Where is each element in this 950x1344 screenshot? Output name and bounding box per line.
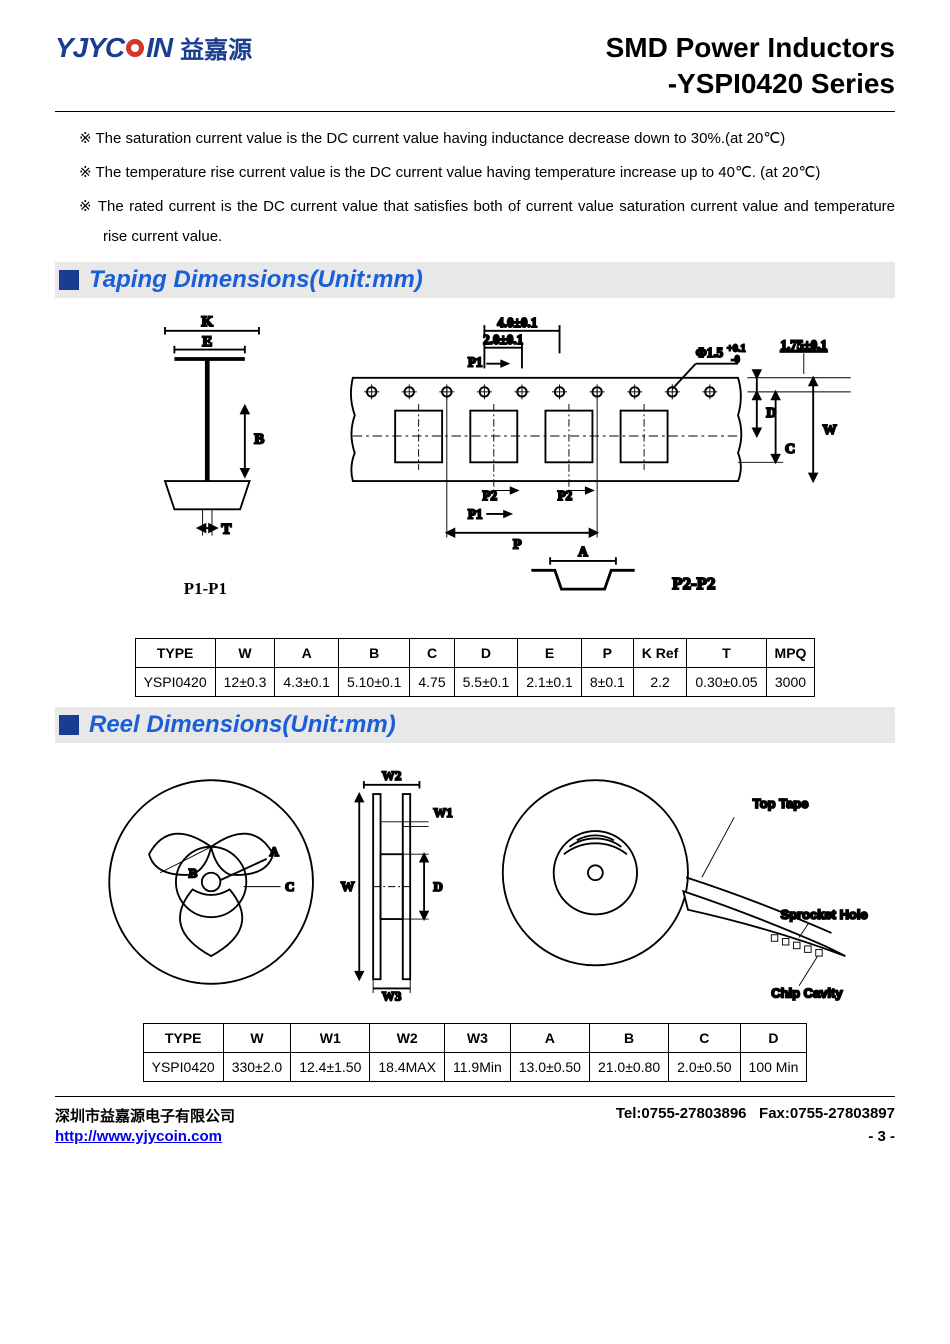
p1-p1-label: P1-P1: [184, 579, 227, 598]
note-item: The rated current is the DC current valu…: [55, 192, 895, 252]
table-cell: YSPI0420: [135, 667, 215, 696]
table-cell: 4.3±0.1: [275, 667, 339, 696]
svg-text:E: E: [202, 334, 212, 350]
svg-text:Sprocket Hole: Sprocket Hole: [781, 907, 868, 922]
reel-diagram: A B C W2 W1 W D: [55, 757, 895, 1007]
column-header: B: [338, 638, 409, 667]
title-line-1: SMD Power Inductors: [606, 30, 895, 66]
column-header: E: [518, 638, 582, 667]
svg-text:C: C: [785, 441, 795, 457]
svg-text:W: W: [341, 880, 355, 895]
svg-text:Φ1.5+0.1 -0: Φ1.5+0.1 -0: [696, 343, 746, 365]
svg-text:C: C: [285, 879, 294, 894]
column-header: K Ref: [633, 638, 687, 667]
svg-text:Chip Cavity: Chip Cavity: [771, 986, 843, 1001]
contact-info: Tel:0755-27803896 Fax:0755-27803897: [616, 1105, 895, 1126]
title-line-2: -YSPI0420 Series: [606, 66, 895, 102]
svg-text:P1: P1: [468, 506, 483, 521]
svg-text:W1: W1: [433, 805, 452, 820]
svg-text:2.0±0.1: 2.0±0.1: [483, 332, 523, 347]
footer: 深圳市益嘉源电子有限公司 Tel:0755-27803896 Fax:0755-…: [55, 1096, 895, 1145]
table-row: YSPI0420330±2.012.4±1.5018.4MAX11.9Min13…: [143, 1052, 807, 1081]
column-header: B: [589, 1023, 668, 1052]
table-cell: 11.9Min: [444, 1052, 510, 1081]
svg-text:P: P: [513, 537, 522, 553]
header: YJYCIN 益嘉源 SMD Power Inductors -YSPI0420…: [55, 30, 895, 103]
svg-text:P2-P2: P2-P2: [672, 574, 715, 593]
column-header: A: [275, 638, 339, 667]
section-title: Taping Dimensions(Unit:mm): [89, 266, 423, 294]
svg-text:B: B: [189, 865, 198, 880]
square-bullet-icon: [59, 715, 79, 735]
svg-text:K: K: [201, 314, 213, 330]
table-cell: 100 Min: [740, 1052, 807, 1081]
svg-text:4.0±0.1: 4.0±0.1: [497, 315, 537, 330]
column-header: TYPE: [135, 638, 215, 667]
notes-list: The saturation current value is the DC c…: [55, 124, 895, 252]
table-cell: 5.10±0.1: [338, 667, 409, 696]
company-name: 深圳市益嘉源电子有限公司: [55, 1105, 235, 1126]
header-divider: [55, 111, 895, 112]
table-cell: 12.4±1.50: [291, 1052, 370, 1081]
svg-text:A: A: [578, 544, 588, 559]
column-header: T: [687, 638, 766, 667]
svg-text:W2: W2: [382, 768, 401, 783]
table-cell: 3000: [766, 667, 815, 696]
table-cell: 5.5±0.1: [454, 667, 518, 696]
reel-table: TYPEWW1W2W3ABCD YSPI0420330±2.012.4±1.50…: [143, 1023, 808, 1082]
column-header: TYPE: [143, 1023, 223, 1052]
svg-text:T: T: [221, 521, 231, 537]
column-header: W1: [291, 1023, 370, 1052]
table-cell: 2.1±0.1: [518, 667, 582, 696]
column-header: MPQ: [766, 638, 815, 667]
column-header: D: [740, 1023, 807, 1052]
section-title: Reel Dimensions(Unit:mm): [89, 711, 396, 739]
logo: YJYCIN 益嘉源: [55, 30, 252, 65]
svg-text:Top Tape: Top Tape: [753, 796, 809, 811]
table-cell: 330±2.0: [223, 1052, 291, 1081]
column-header: D: [454, 638, 518, 667]
column-header: W2: [370, 1023, 445, 1052]
svg-text:D: D: [433, 879, 442, 894]
column-header: P: [581, 638, 633, 667]
svg-text:B: B: [254, 431, 264, 447]
note-item: The saturation current value is the DC c…: [55, 124, 895, 154]
svg-text:1.75±0.1: 1.75±0.1: [780, 337, 827, 352]
logo-chinese: 益嘉源: [180, 30, 252, 65]
table-cell: 21.0±0.80: [589, 1052, 668, 1081]
table-cell: 13.0±0.50: [510, 1052, 589, 1081]
svg-text:P1: P1: [468, 354, 483, 369]
logo-english: YJYCIN: [55, 32, 172, 64]
svg-text:W3: W3: [382, 988, 402, 1003]
table-cell: 0.30±0.05: [687, 667, 766, 696]
column-header: C: [669, 1023, 740, 1052]
svg-text:A: A: [269, 844, 279, 859]
column-header: C: [410, 638, 454, 667]
table-cell: 8±0.1: [581, 667, 633, 696]
website-link[interactable]: http://www.yjycoin.com: [55, 1128, 222, 1145]
column-header: W: [223, 1023, 291, 1052]
page-number: - 3 -: [868, 1128, 895, 1145]
column-header: W3: [444, 1023, 510, 1052]
table-cell: 2.2: [633, 667, 687, 696]
column-header: W: [215, 638, 275, 667]
section-heading-taping: Taping Dimensions(Unit:mm): [55, 262, 895, 298]
table-cell: 4.75: [410, 667, 454, 696]
table-cell: 2.0±0.50: [669, 1052, 740, 1081]
document-title: SMD Power Inductors -YSPI0420 Series: [606, 30, 895, 103]
table-cell: 18.4MAX: [370, 1052, 445, 1081]
taping-diagram: K E B T P1-P1: [55, 312, 895, 622]
svg-text:W: W: [823, 422, 837, 438]
note-item: The temperature rise current value is th…: [55, 158, 895, 188]
square-bullet-icon: [59, 270, 79, 290]
table-cell: YSPI0420: [143, 1052, 223, 1081]
table-cell: 12±0.3: [215, 667, 275, 696]
section-heading-reel: Reel Dimensions(Unit:mm): [55, 707, 895, 743]
column-header: A: [510, 1023, 589, 1052]
table-row: YSPI042012±0.34.3±0.15.10±0.14.755.5±0.1…: [135, 667, 815, 696]
taping-table: TYPEWABCDEPK RefTMPQ YSPI042012±0.34.3±0…: [135, 638, 816, 697]
